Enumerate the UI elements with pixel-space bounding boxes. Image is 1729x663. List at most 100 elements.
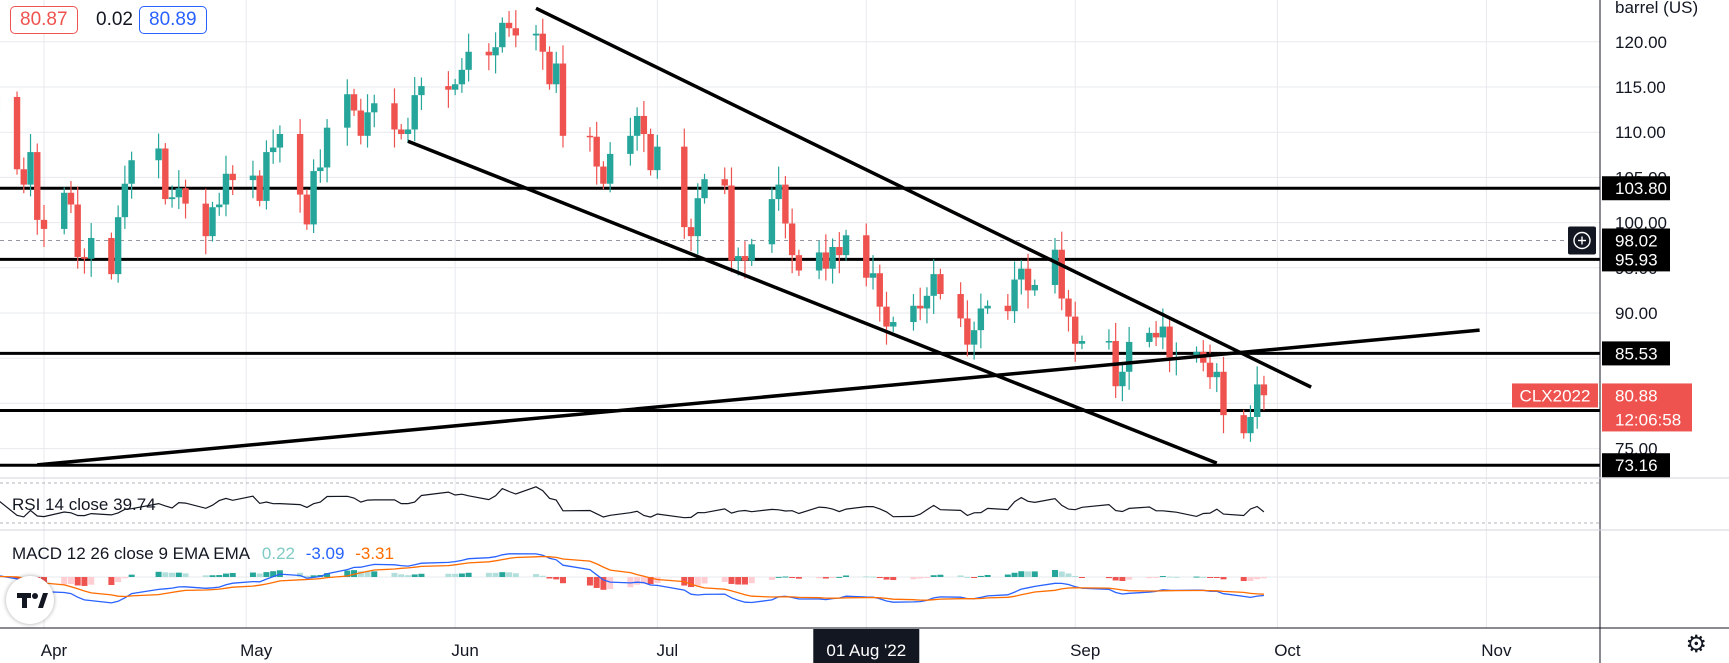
- macd-histogram-bar: [863, 576, 870, 578]
- macd-histogram-bar: [351, 570, 358, 577]
- macd-histogram-bar: [600, 577, 607, 590]
- candle: [640, 101, 648, 153]
- macd-histogram-bar: [1031, 571, 1038, 577]
- last-price-badge[interactable]: [1602, 383, 1692, 432]
- candle: [209, 201, 216, 242]
- candle-body: [256, 175, 263, 201]
- macd-histogram-bar: [694, 577, 701, 586]
- candle: [492, 32, 499, 74]
- candle: [418, 77, 425, 111]
- candle: [1004, 294, 1012, 320]
- rsi-pane: 50.00: [0, 482, 1658, 524]
- candle: [74, 186, 81, 269]
- candle: [121, 165, 129, 229]
- macd-histogram-bar: [533, 574, 540, 577]
- crosshair-time-label: 01 Aug '22: [826, 641, 906, 660]
- add-alert-icon[interactable]: [1568, 226, 1596, 255]
- bid-price-box[interactable]: 80.87: [10, 6, 78, 34]
- price-unit-label: barrel (US): [1615, 0, 1698, 17]
- candle-body: [1247, 416, 1254, 434]
- candle: [458, 58, 466, 93]
- candle: [923, 287, 931, 324]
- candle-body: [1213, 371, 1220, 378]
- candle: [512, 10, 519, 48]
- macd-histogram-bar: [640, 577, 647, 584]
- price-tick-label: 120.00: [1615, 33, 1667, 52]
- candle: [1024, 253, 1032, 309]
- candle-body: [81, 256, 88, 259]
- candle: [748, 238, 755, 266]
- candle: [681, 128, 688, 239]
- trendlines[interactable]: [37, 6, 1480, 467]
- candle: [633, 107, 641, 151]
- price-axis-panel[interactable]: [1600, 0, 1729, 663]
- macd-histogram-bar: [816, 577, 823, 579]
- candle-body: [485, 51, 493, 56]
- macd-histogram-bar: [728, 577, 735, 584]
- candle: [768, 187, 776, 253]
- candle-body: [222, 173, 230, 205]
- macd-histogram-bar: [169, 572, 176, 577]
- candle: [553, 51, 560, 93]
- candle-body: [27, 152, 34, 185]
- trendline[interactable]: [535, 6, 1312, 389]
- candle-body: [263, 152, 270, 201]
- candle: [1240, 409, 1247, 439]
- macd-histogram-bar: [485, 572, 492, 577]
- candle-body: [1018, 268, 1025, 280]
- trendline[interactable]: [407, 139, 1218, 465]
- candle-body: [1146, 332, 1153, 342]
- macd-histogram-bar: [81, 577, 88, 586]
- macd-histogram-bar: [499, 572, 506, 577]
- symbol-badge[interactable]: [1512, 383, 1598, 408]
- spread-value: 0.02: [96, 9, 133, 30]
- candle: [876, 264, 883, 322]
- candle-body: [701, 179, 708, 199]
- candle-body: [269, 147, 277, 153]
- trendline[interactable]: [37, 328, 1480, 467]
- macd-histogram-bar: [216, 575, 223, 577]
- crosshair-price-badge[interactable]: [1602, 228, 1670, 253]
- candle-body: [499, 22, 506, 48]
- candle: [1119, 363, 1126, 402]
- tradingview-logo[interactable]: [6, 576, 54, 624]
- ask-price-box[interactable]: 80.89: [139, 6, 207, 34]
- candle-body: [553, 63, 560, 85]
- time-tick-label: Jun: [451, 641, 478, 660]
- level-badge[interactable]: [1602, 341, 1670, 366]
- candle: [869, 255, 877, 290]
- candle: [269, 129, 277, 164]
- macd-histogram-bar: [445, 573, 452, 577]
- macd-histogram-bar: [418, 573, 425, 577]
- candle-body: [411, 95, 418, 130]
- candle: [276, 125, 284, 163]
- macd-histogram-bar: [256, 573, 263, 577]
- candle-body: [202, 203, 209, 237]
- candle: [1105, 329, 1113, 350]
- candle-body: [276, 134, 284, 148]
- macd-histogram-bar: [391, 572, 398, 577]
- candle-body: [128, 160, 135, 184]
- level-badge[interactable]: [1602, 176, 1670, 201]
- candle: [499, 17, 506, 53]
- level-badge-label: 103.80: [1615, 179, 1667, 198]
- candle: [822, 234, 830, 281]
- candle: [350, 88, 358, 116]
- candle: [1065, 289, 1072, 332]
- candle-body: [586, 135, 594, 138]
- level-badge[interactable]: [1602, 453, 1670, 478]
- macd-histogram-bar: [937, 574, 944, 577]
- macd-histogram-bar: [634, 577, 641, 585]
- macd-signal-value: -3.31: [355, 544, 394, 563]
- candle: [263, 140, 270, 210]
- candle-body: [216, 204, 223, 208]
- candle: [303, 189, 311, 230]
- horizontal-levels[interactable]: [0, 186, 1600, 467]
- candle: [357, 98, 364, 145]
- candle-body: [229, 173, 236, 181]
- candle: [910, 294, 917, 331]
- candle-body: [1159, 326, 1167, 338]
- macd-histogram-bar: [553, 577, 560, 580]
- gear-icon[interactable]: ⚙: [1685, 631, 1707, 658]
